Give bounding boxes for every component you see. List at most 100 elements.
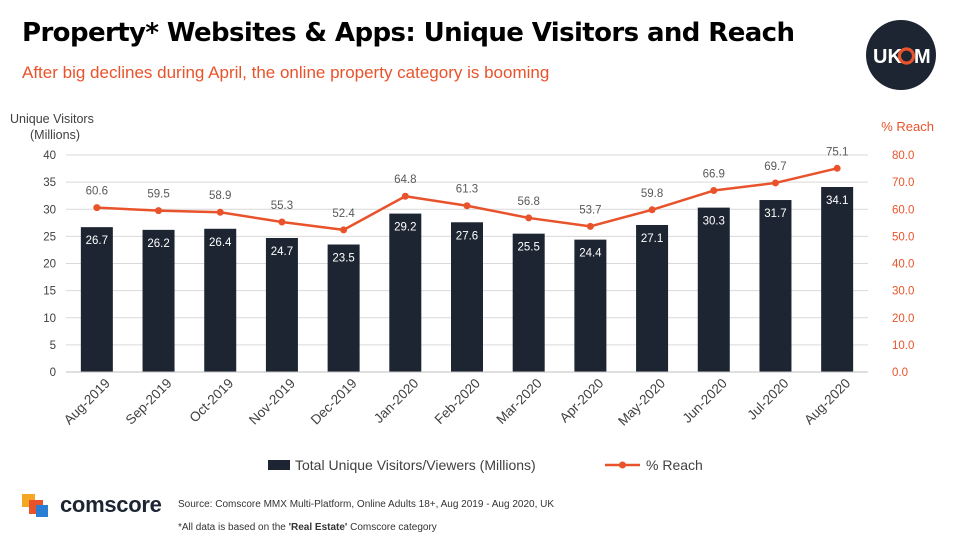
x-axis-tick-label: Apr-2020 (557, 376, 607, 426)
reach-point-Aug-2019 (93, 204, 101, 212)
right-axis-tick-label: 70.0 (892, 177, 914, 189)
bar-Mar-2020 (512, 233, 545, 372)
right-axis-tick-label: 30.0 (892, 286, 914, 298)
bar-Apr-2020 (574, 239, 607, 372)
right-axis-tick-label: 50.0 (892, 231, 914, 243)
left-axis-title-line2: (Millions) (30, 128, 80, 142)
bar-Aug-2019 (80, 227, 113, 372)
bar-value-label: 24.4 (579, 248, 602, 260)
bar-value-label: 27.1 (641, 233, 663, 245)
left-axis-tick-label: 5 (50, 340, 56, 352)
ukom-logo: UK M (866, 20, 936, 90)
left-axis-tick-label: 30 (43, 204, 56, 216)
right-axis-title: % Reach (881, 119, 934, 134)
reach-point-Jan-2020 (401, 192, 409, 200)
bar-May-2020 (636, 224, 669, 372)
x-axis-tick-label: Aug-2019 (61, 376, 113, 428)
x-axis-tick-label: Jul-2020 (744, 376, 791, 423)
reach-value-label: 59.5 (147, 189, 169, 201)
bar-value-label: 24.7 (271, 246, 293, 258)
reach-point-Mar-2020 (525, 214, 533, 222)
ukom-logo-text-prefix: UK (873, 46, 902, 68)
reach-point-Aug-2020 (833, 164, 841, 172)
x-axis-tick-label: Jun-2020 (679, 376, 729, 426)
reach-line-series: 60.6 59.5 58.9 55.3 52.4 64.8 61.3 56.8 53.7 59.8… (86, 146, 848, 234)
reach-point-Oct-2019 (216, 208, 224, 216)
x-axis-tick-label: Aug-2020 (801, 376, 853, 428)
reach-value-label: 53.7 (579, 204, 601, 216)
x-axis-tick-label: Oct-2019 (186, 376, 236, 426)
reach-value-label: 69.7 (764, 161, 786, 173)
right-axis-tick-label: 0.0 (892, 367, 908, 379)
reach-point-Jul-2020 (771, 179, 779, 187)
comscore-wordmark: comscore (60, 492, 162, 517)
comscore-mark-icon (22, 494, 48, 517)
reach-point-Apr-2020 (586, 222, 594, 230)
x-axis-tick-label: Jan-2020 (371, 376, 421, 426)
bar-series: 26.7 26.2 26.4 24.7 23.5 29.2 27.6 25.5 24.4 27.1… (80, 187, 854, 372)
bar-Aug-2020 (821, 187, 854, 372)
reach-value-label: 75.1 (826, 146, 848, 158)
bar-Jul-2020 (759, 200, 792, 372)
bar-Jun-2020 (697, 207, 730, 372)
chart-title: Property* Websites & Apps: Unique Visito… (22, 18, 795, 48)
reach-value-label: 61.3 (456, 184, 478, 196)
reach-point-Sep-2019 (155, 207, 163, 215)
left-axis-tick-label: 10 (43, 313, 56, 325)
bar-value-label: 23.5 (332, 253, 354, 265)
bar-Jan-2020 (389, 213, 422, 372)
bar-Dec-2019 (327, 244, 360, 372)
x-axis-tick-label: Dec-2019 (308, 376, 360, 428)
left-axis-tick-label: 35 (43, 177, 56, 189)
right-axis-tick-label: 10.0 (892, 340, 914, 352)
bar-value-label: 26.2 (147, 238, 169, 250)
bar-value-label: 31.7 (764, 208, 786, 220)
footnote-suffix: Comscore category (347, 522, 437, 533)
right-axis-tick-label: 60.0 (892, 204, 914, 216)
left-axis-tick-label: 25 (43, 231, 56, 243)
legend-swatch-visitors (268, 460, 290, 470)
legend-label-reach: % Reach (646, 457, 703, 473)
footnote-bold: 'Real Estate' (288, 522, 348, 533)
legend: Total Unique Visitors/Viewers (Millions)… (268, 457, 703, 473)
left-axis-tick-label: 40 (43, 150, 56, 162)
left-axis-tick-label: 20 (43, 259, 56, 271)
x-axis-tick-label: Feb-2020 (432, 376, 483, 427)
reach-value-label: 55.3 (271, 200, 293, 212)
reach-point-May-2020 (648, 206, 656, 214)
bar-Feb-2020 (451, 222, 483, 372)
reach-value-label: 58.9 (209, 190, 231, 202)
bar-Nov-2019 (265, 238, 298, 372)
right-axis-tick-label: 40.0 (892, 259, 914, 271)
left-axis-tick-label: 15 (43, 286, 56, 298)
comscore-logo: comscore (22, 492, 182, 520)
right-axis-tick-label: 80.0 (892, 150, 914, 162)
bar-value-label: 26.7 (86, 235, 108, 247)
source-note: Source: Comscore MMX Multi-Platform, Onl… (178, 499, 555, 510)
x-axis-tick-label: Sep-2019 (123, 376, 175, 428)
reach-value-label: 60.6 (86, 186, 108, 198)
reach-point-Jun-2020 (710, 187, 718, 195)
combo-chart: 26.7 26.2 26.4 24.7 23.5 29.2 27.6 25.5 24.4 27.1… (10, 112, 934, 473)
reach-point-Dec-2019 (340, 226, 348, 234)
bar-Sep-2019 (142, 229, 175, 372)
left-axis-title-line1: Unique Visitors (10, 112, 94, 126)
footnote-prefix: *All data is based on the (178, 522, 289, 533)
ukom-logo-svg: UK M (873, 46, 931, 68)
bar-value-label: 30.3 (703, 216, 725, 228)
legend-marker-reach (619, 461, 626, 469)
reach-value-label: 52.4 (332, 208, 355, 220)
bar-value-label: 29.2 (394, 222, 416, 234)
reach-point-Nov-2019 (278, 218, 286, 226)
bar-value-label: 27.6 (456, 230, 478, 242)
reach-value-label: 64.8 (394, 174, 416, 186)
x-axis-tick-label: Mar-2020 (493, 376, 544, 427)
bar-value-label: 26.4 (209, 237, 232, 249)
reach-point-Feb-2020 (463, 202, 471, 210)
right-axis-tick-label: 20.0 (892, 313, 914, 325)
ukom-logo-text-suffix: M (914, 46, 931, 68)
reach-value-label: 56.8 (517, 196, 539, 208)
ukom-logo-o-mark (897, 47, 916, 65)
x-axis-tick-label: Nov-2019 (246, 376, 298, 428)
x-axis-tick-label: May-2020 (615, 376, 668, 429)
